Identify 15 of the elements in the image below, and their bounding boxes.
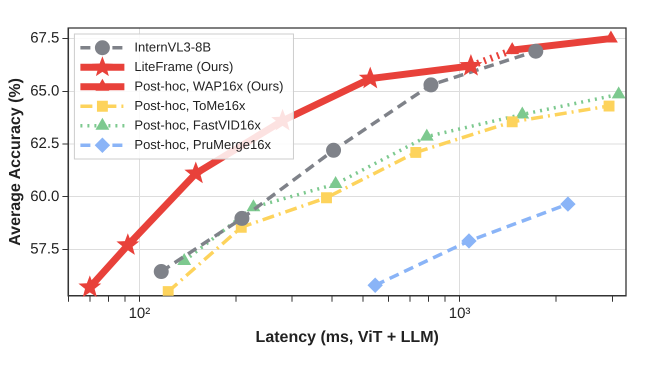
x-axis-title: Latency (ms, ViT + LLM): [256, 328, 439, 346]
x-tick-label: 10²: [128, 304, 150, 322]
legend-label: Post-hoc, WAP16x (Ours): [134, 78, 284, 94]
legend-label: LiteFrame (Ours): [134, 58, 234, 74]
legend-label: Post-hoc, PruMerge16x: [134, 136, 272, 152]
y-tick-label: 62.5: [30, 135, 60, 152]
legend-label: Post-hoc, ToMe16x: [134, 98, 246, 113]
x-tick-label: 10³: [448, 304, 470, 322]
y-tick-label: 65.0: [30, 82, 60, 100]
legend-label: Post-hoc, FastVID16x: [134, 117, 262, 132]
y-tick-label: 60.0: [30, 188, 60, 205]
y-axis-title: Average Accuracy (%): [7, 78, 24, 246]
legend-label: InternVL3-8B: [134, 39, 212, 54]
y-tick-label: 67.5: [30, 30, 60, 47]
y-tick-label: 57.5: [30, 240, 60, 258]
